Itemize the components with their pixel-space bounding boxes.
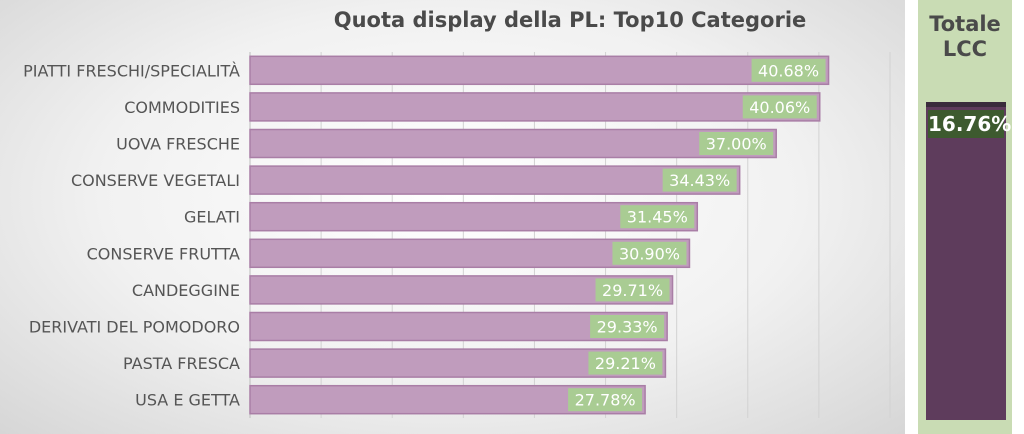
category-label: CANDEGGINE bbox=[132, 281, 240, 300]
data-label: 29.33% bbox=[597, 318, 658, 337]
data-label: 29.21% bbox=[595, 354, 656, 373]
data-label: 37.00% bbox=[706, 135, 767, 154]
category-label: COMMODITIES bbox=[124, 98, 240, 117]
total-panel-background: Totale LCC 16.76% bbox=[918, 0, 1012, 434]
category-label: UOVA FRESCHE bbox=[116, 135, 240, 154]
category-label: PASTA FRESCA bbox=[123, 354, 240, 373]
total-value-label: 16.76% bbox=[928, 110, 1012, 138]
data-label-background bbox=[751, 58, 826, 82]
bar bbox=[249, 165, 741, 195]
data-label-background bbox=[699, 132, 774, 155]
data-label: 31.45% bbox=[627, 208, 688, 227]
total-bar bbox=[926, 102, 1006, 420]
bar bbox=[249, 128, 777, 159]
data-label: 34.43% bbox=[669, 171, 730, 190]
data-label-background bbox=[620, 205, 695, 229]
category-label: DERIVATI DEL POMODORO bbox=[29, 318, 240, 337]
data-label: 40.06% bbox=[749, 98, 810, 117]
data-label-background bbox=[595, 278, 670, 302]
data-label: 27.78% bbox=[575, 391, 636, 410]
category-label: PIATTI FRESCHI/SPECIALITÀ bbox=[23, 61, 240, 80]
bar-chart-panel: Quota display della PL: Top10 Categorie … bbox=[0, 0, 905, 434]
category-label: USA E GETTA bbox=[135, 391, 240, 410]
data-label: 40.68% bbox=[758, 61, 819, 80]
total-bar-edge bbox=[926, 102, 1006, 107]
total-title: Totale LCC bbox=[929, 12, 1001, 61]
data-label: 30.90% bbox=[619, 244, 680, 263]
data-label-background bbox=[590, 315, 665, 338]
data-label-background bbox=[742, 95, 817, 119]
category-label: CONSERVE VEGETALI bbox=[71, 171, 240, 190]
bar bbox=[249, 92, 821, 122]
data-label-background bbox=[612, 241, 687, 265]
category-label: CONSERVE FRUTTA bbox=[87, 244, 240, 263]
data-label-background bbox=[662, 168, 737, 192]
chart-title: Quota display della PL: Top10 Categorie bbox=[333, 8, 807, 32]
data-label-background bbox=[588, 351, 663, 375]
data-label-background bbox=[568, 388, 643, 412]
bar bbox=[249, 55, 830, 86]
category-label: GELATI bbox=[184, 208, 240, 227]
total-panel: Totale LCC 16.76% bbox=[905, 0, 1024, 434]
bar-chart: PIATTI FRESCHI/SPECIALITÀ 40.68% COMMODITI… bbox=[23, 52, 891, 418]
data-label: 29.71% bbox=[602, 281, 663, 300]
